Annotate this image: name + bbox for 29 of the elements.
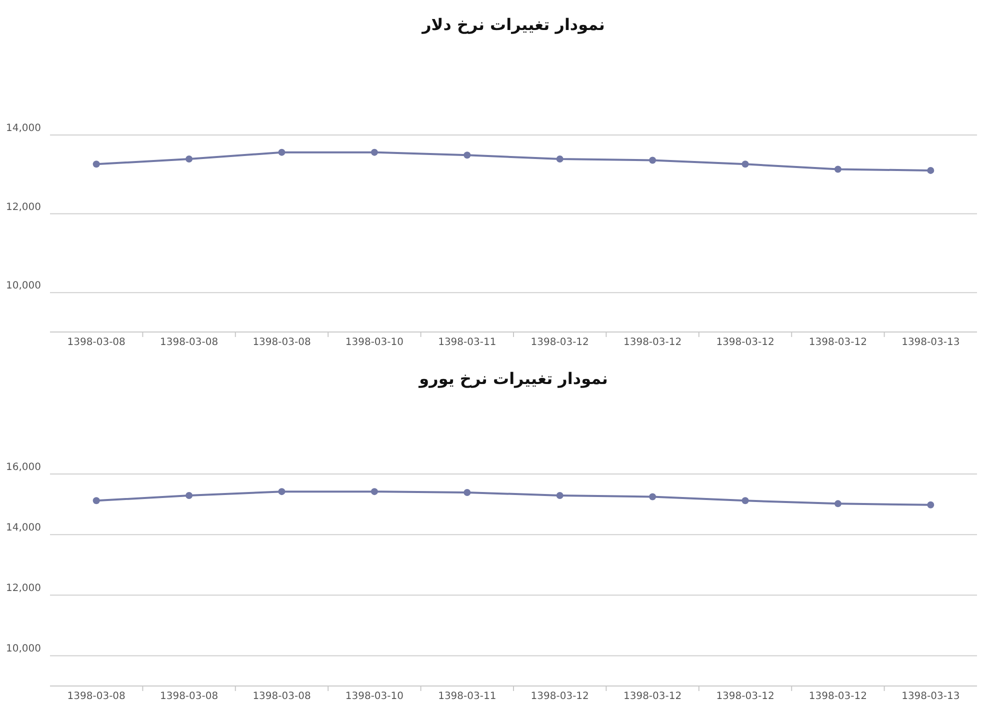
x-tick-label: 1398-03-12 xyxy=(623,691,682,702)
x-tick-label: 1398-03-11 xyxy=(438,691,496,702)
x-tick-label: 1398-03-13 xyxy=(902,337,960,348)
x-tick-label: 1398-03-08 xyxy=(67,691,126,702)
y-tick-label: 12,000 xyxy=(6,583,41,594)
chart-title: نمودار تغییرات نرخ یورو xyxy=(418,369,608,388)
x-tick-label: 1398-03-12 xyxy=(716,337,774,348)
y-tick-label: 14,000 xyxy=(6,123,41,134)
y-tick-label: 12,000 xyxy=(6,202,41,213)
x-tick-label: 1398-03-12 xyxy=(623,337,682,348)
x-tick-label: 1398-03-12 xyxy=(530,337,589,348)
y-tick-label: 14,000 xyxy=(6,522,41,534)
chart-title: نمودار تغییرات نرخ دلار xyxy=(421,15,605,34)
x-tick-label: 1398-03-11 xyxy=(438,337,496,348)
x-tick-label: 1398-03-08 xyxy=(252,691,311,702)
x-tick-label: 1398-03-13 xyxy=(902,691,960,702)
y-tick-label: 10,000 xyxy=(6,280,41,292)
x-tick-label: 1398-03-08 xyxy=(160,691,218,702)
x-tick-label: 1398-03-12 xyxy=(716,691,774,702)
x-tick-label: 1398-03-10 xyxy=(345,691,404,702)
y-tick-label: 16,000 xyxy=(6,462,41,473)
x-tick-label: 1398-03-08 xyxy=(67,337,126,348)
y-tick-label: 10,000 xyxy=(6,644,41,655)
x-tick-label: 1398-03-12 xyxy=(808,337,868,348)
x-tick-label: 1398-03-12 xyxy=(530,691,589,702)
x-tick-label: 1398-03-12 xyxy=(808,691,868,702)
x-tick-label: 1398-03-08 xyxy=(160,337,218,348)
x-tick-label: 1398-03-08 xyxy=(252,337,311,348)
x-tick-label: 1398-03-10 xyxy=(345,337,404,348)
